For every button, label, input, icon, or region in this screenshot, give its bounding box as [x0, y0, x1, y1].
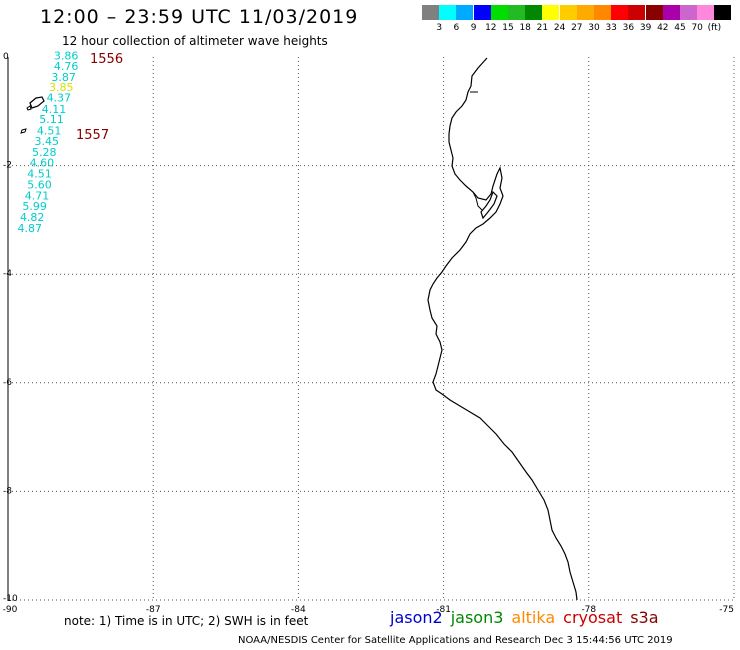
satellite-altika: altika [511, 608, 556, 627]
wave-height-label: 3.86 [54, 50, 79, 63]
color-scale-label: 3 [436, 23, 443, 33]
color-scale-swatch [576, 5, 594, 20]
galapagos-isabela [29, 96, 45, 109]
map-grid [8, 57, 735, 601]
wave-height-label: 4.11 [42, 103, 67, 116]
wave-height-label: 5.99 [22, 200, 47, 213]
color-scale-label: 33 [605, 23, 617, 33]
color-scale-swatch [559, 5, 577, 20]
footer-note: note: 1) Time is in UTC; 2) SWH is in fe… [64, 614, 309, 628]
satellite-legend: jason2 jason3 altika cryosat s3a [390, 608, 667, 627]
axis-ticks: 0 -2 -4 -6 -8 -10-90 -87 -84 -81 -78 -75 [3, 52, 734, 615]
color-scale-swatch [542, 5, 560, 20]
color-scale-swatch [422, 5, 439, 20]
satellite-jason3: jason3 [450, 608, 504, 627]
galapagos-islet [26, 105, 32, 111]
color-scale-swatch [456, 5, 474, 20]
gulf-island [480, 190, 498, 220]
wave-height-label: 4.37 [47, 92, 72, 105]
color-scale-swatch [628, 5, 646, 20]
wave-height-label: 4.82 [20, 211, 45, 224]
coastline-ecuador-peru [20, 57, 578, 601]
color-scale-swatch [714, 5, 732, 20]
color-scale-swatch [508, 5, 525, 20]
estuary-line [472, 191, 483, 211]
color-scale-label: (ft) [707, 23, 722, 33]
wave-height-label: 4.76 [54, 60, 79, 73]
color-scale-label: 42 [657, 23, 669, 33]
page-subtitle: 12 hour collection of altimeter wave hei… [62, 34, 328, 48]
color-scale-label: 45 [674, 23, 686, 33]
color-scale-swatch [473, 5, 491, 20]
track-time-label: 1557 [76, 128, 109, 143]
color-scale-label: 30 [588, 23, 600, 33]
color-scale-label: 15 [502, 23, 514, 33]
wave-height-values: 3.864.763.873.854.374.115.114.513.455.28… [18, 50, 79, 235]
credit-line: NOAA/NESDIS Center for Satellite Applica… [238, 635, 673, 646]
x-tick-label: -75 [719, 605, 734, 615]
color-scale-swatch [645, 5, 663, 20]
color-scale-swatch [680, 5, 697, 20]
color-scale-label: 6 [453, 23, 460, 33]
color-scale-swatch [594, 5, 611, 20]
x-tick-label: -81 [436, 605, 451, 615]
wave-height-label: 4.51 [27, 168, 52, 181]
track-time-labels: 1556 1557 [76, 52, 123, 143]
page-title: 12:00 – 23:59 UTC 11/03/2019 [40, 6, 359, 28]
x-tick-label: -90 [3, 605, 18, 615]
color-scale-label: 12 [485, 23, 497, 33]
color-scale-label: 18 [519, 23, 531, 33]
wave-height-label: 5.28 [32, 146, 57, 159]
wave-height-label: 4.87 [18, 222, 43, 235]
color-scale-swatch [439, 5, 457, 20]
color-scale-label: 36 [622, 23, 635, 33]
y-tick-label: -10 [3, 594, 18, 604]
color-scale-label: 39 [639, 23, 652, 33]
satellite-s3a: s3a [630, 608, 659, 627]
track-time-label: 1556 [90, 52, 123, 67]
wave-height-label: 5.60 [27, 178, 52, 191]
wave-height-label: 4.51 [37, 125, 62, 138]
color-scale-label: 27 [571, 23, 583, 33]
satellite-cryosat: cryosat [563, 608, 623, 627]
color-scale-label: 24 [553, 23, 566, 33]
wave-height-label: 5.11 [39, 113, 64, 126]
wave-height-label: 3.85 [49, 81, 74, 94]
y-tick-label: -2 [3, 161, 12, 171]
color-scale-swatch [525, 5, 543, 20]
satellite-jason2: jason2 [390, 608, 443, 627]
color-scale-label: 70 [691, 23, 703, 33]
coastline-path [427, 57, 578, 601]
color-scale-label: 21 [536, 23, 549, 33]
color-scale-swatch [611, 5, 629, 20]
y-tick-label: -6 [3, 378, 12, 388]
x-tick-label: -78 [581, 605, 596, 615]
color-scale-swatch [490, 5, 508, 20]
galapagos-small-island [20, 128, 27, 134]
y-tick-label: 0 [3, 52, 9, 62]
wave-height-label: 4.71 [25, 189, 50, 202]
color-scale-swatch [697, 5, 715, 20]
wave-height-label: 3.87 [51, 71, 76, 84]
color-scale-label: 9 [470, 23, 477, 33]
x-tick-label: -87 [146, 605, 161, 615]
y-tick-label: -8 [3, 486, 12, 496]
color-scale-swatch [662, 5, 680, 20]
wave-height-label: 3.45 [34, 135, 59, 148]
wave-height-label: 4.60 [30, 157, 55, 170]
x-tick-label: -84 [291, 605, 306, 615]
y-tick-label: -4 [3, 269, 12, 279]
